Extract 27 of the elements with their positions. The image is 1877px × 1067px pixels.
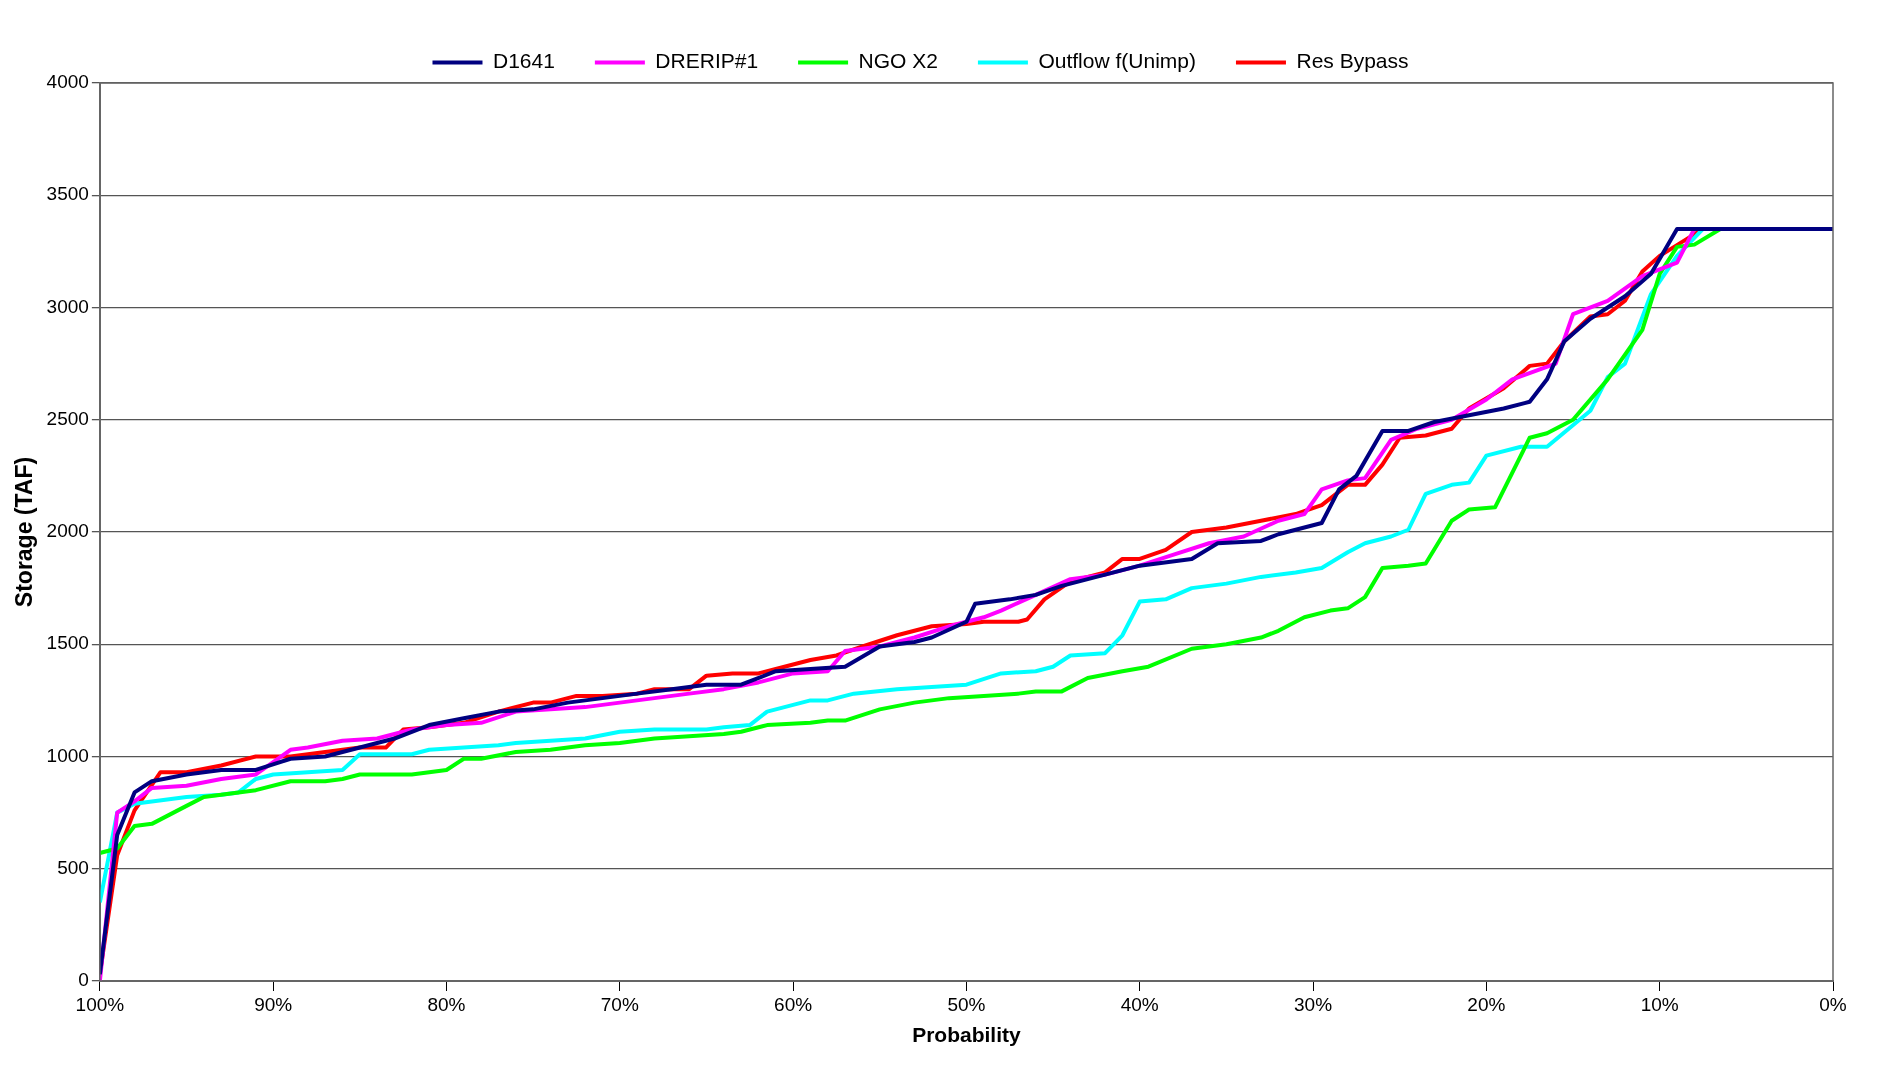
legend-label: DRERIP#1 [655, 49, 759, 73]
y-tick-label: 0 [78, 969, 89, 991]
x-tick-label: 90% [254, 993, 293, 1015]
y-tick-label: 3000 [46, 295, 89, 317]
y-tick-label: 1500 [46, 632, 89, 654]
x-tick-label: 80% [427, 993, 466, 1015]
x-tick-label: 100% [75, 993, 125, 1015]
legend-label: NGO X2 [858, 49, 938, 73]
y-axis-title: Storage (TAF) [11, 456, 38, 608]
x-tick-label: 50% [947, 993, 986, 1015]
legend-label: Outflow f(Unimp) [1038, 49, 1196, 73]
y-tick-label: 1000 [46, 744, 89, 766]
x-tick-label: 20% [1467, 993, 1506, 1015]
legend-label: Res Bypass [1296, 49, 1409, 73]
x-tick-label: 40% [1120, 993, 1159, 1015]
legend-label: D1641 [492, 49, 555, 73]
y-tick-label: 3500 [46, 183, 89, 205]
y-tick-label: 2500 [46, 407, 89, 429]
x-tick-label: 60% [774, 993, 813, 1015]
x-tick-label: 30% [1294, 993, 1333, 1015]
x-tick-label: 10% [1640, 993, 1679, 1015]
x-tick-label: 70% [600, 993, 639, 1015]
y-tick-label: 500 [57, 856, 89, 878]
x-axis-title: Probability [912, 1023, 1022, 1047]
x-tick-label: 0% [1819, 993, 1847, 1015]
y-tick-label: 2000 [46, 520, 89, 542]
y-tick-label: 4000 [46, 71, 89, 93]
